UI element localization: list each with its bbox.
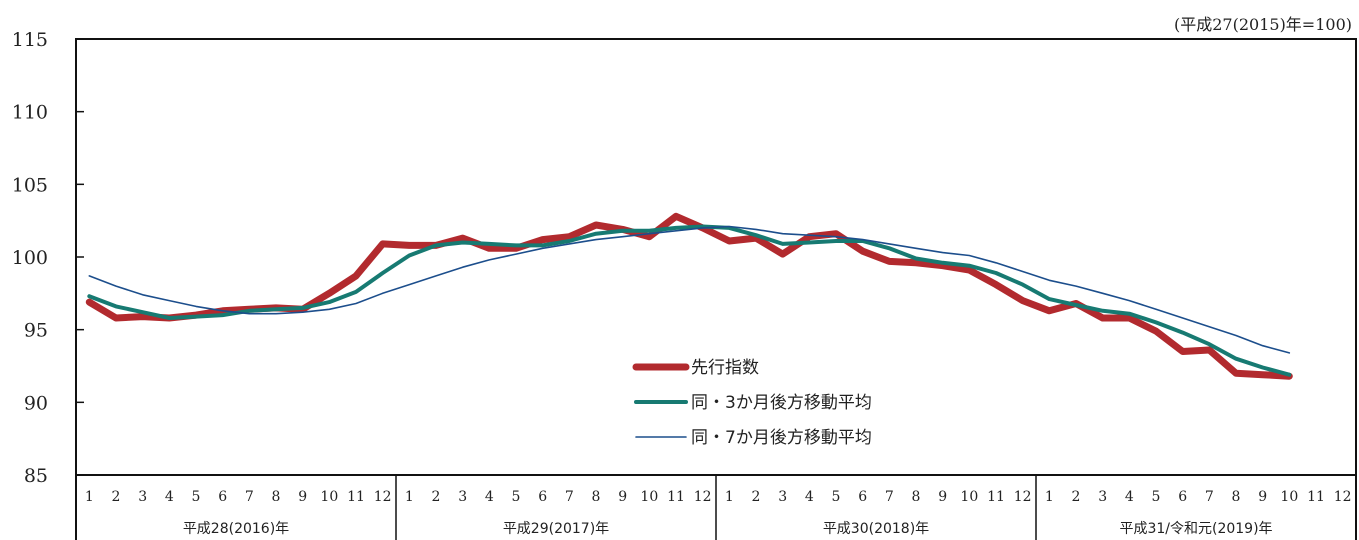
month-tick-label: 2 <box>752 489 761 505</box>
y-tick-label: 90 <box>24 392 48 414</box>
month-tick-label: 2 <box>432 489 441 505</box>
month-tick-label: 5 <box>512 489 521 505</box>
base-year-note: (平成27(2015)年=100) <box>1174 15 1352 34</box>
month-tick-label: 2 <box>112 489 121 505</box>
month-tick-label: 3 <box>778 489 787 505</box>
month-tick-label: 1 <box>405 489 414 505</box>
month-tick-label: 5 <box>1152 489 1161 505</box>
month-tick-label: 7 <box>1205 489 1214 505</box>
month-tick-label: 6 <box>1178 489 1187 505</box>
month-tick-label: 12 <box>1014 489 1032 505</box>
month-tick-label: 12 <box>694 489 712 505</box>
year-label: 平成31/令和元(2019)年 <box>1119 521 1272 537</box>
month-tick-label: 4 <box>1125 489 1134 505</box>
y-tick-label: 95 <box>24 320 48 342</box>
month-tick-label: 10 <box>640 489 658 505</box>
legend-label: 同・7か月後方移動平均 <box>691 428 872 448</box>
series-line-1 <box>85 212 1293 380</box>
month-tick-label: 8 <box>912 489 921 505</box>
month-tick-label: 4 <box>485 489 494 505</box>
month-tick-label: 6 <box>538 489 547 505</box>
series-line-2 <box>87 224 1292 377</box>
month-tick-label: 6 <box>218 489 227 505</box>
month-tick-label: 7 <box>245 489 254 505</box>
legend-label: 同・3か月後方移動平均 <box>691 393 872 413</box>
month-tick-label: 3 <box>138 489 147 505</box>
y-tick-label: 115 <box>12 29 48 51</box>
y-tick-label: 100 <box>12 247 48 269</box>
month-tick-label: 6 <box>858 489 867 505</box>
month-tick-label: 9 <box>298 489 307 505</box>
month-tick-label: 8 <box>592 489 601 505</box>
series-line-3 <box>88 225 1291 354</box>
y-tick-label: 110 <box>12 102 48 124</box>
month-tick-label: 10 <box>1280 489 1298 505</box>
month-tick-label: 11 <box>1307 489 1325 505</box>
month-tick-label: 1 <box>1045 489 1054 505</box>
month-tick-label: 4 <box>805 489 814 505</box>
month-tick-label: 12 <box>1334 489 1352 505</box>
month-tick-label: 1 <box>85 489 94 505</box>
y-tick-label: 85 <box>24 465 48 487</box>
month-tick-label: 10 <box>960 489 978 505</box>
month-tick-label: 9 <box>938 489 947 505</box>
month-tick-label: 11 <box>347 489 365 505</box>
month-tick-label: 11 <box>987 489 1005 505</box>
year-label: 平成29(2017)年 <box>503 521 609 537</box>
series-lines <box>85 212 1293 380</box>
month-tick-label: 9 <box>1258 489 1267 505</box>
year-label: 平成30(2018)年 <box>823 521 929 537</box>
legend-label: 先行指数 <box>691 358 759 378</box>
year-label: 平成28(2016)年 <box>183 521 289 537</box>
month-tick-label: 5 <box>832 489 841 505</box>
month-tick-label: 5 <box>192 489 201 505</box>
y-tick-label: 105 <box>12 174 48 196</box>
month-tick-label: 1 <box>725 489 734 505</box>
month-tick-label: 9 <box>618 489 627 505</box>
month-tick-label: 8 <box>272 489 281 505</box>
month-tick-label: 2 <box>1072 489 1081 505</box>
month-tick-label: 4 <box>165 489 174 505</box>
month-tick-label: 11 <box>667 489 685 505</box>
month-tick-label: 3 <box>458 489 467 505</box>
month-tick-label: 7 <box>885 489 894 505</box>
month-tick-label: 12 <box>374 489 392 505</box>
month-tick-label: 3 <box>1098 489 1107 505</box>
month-tick-label: 7 <box>565 489 574 505</box>
month-tick-label: 8 <box>1232 489 1241 505</box>
month-tick-label: 10 <box>320 489 338 505</box>
